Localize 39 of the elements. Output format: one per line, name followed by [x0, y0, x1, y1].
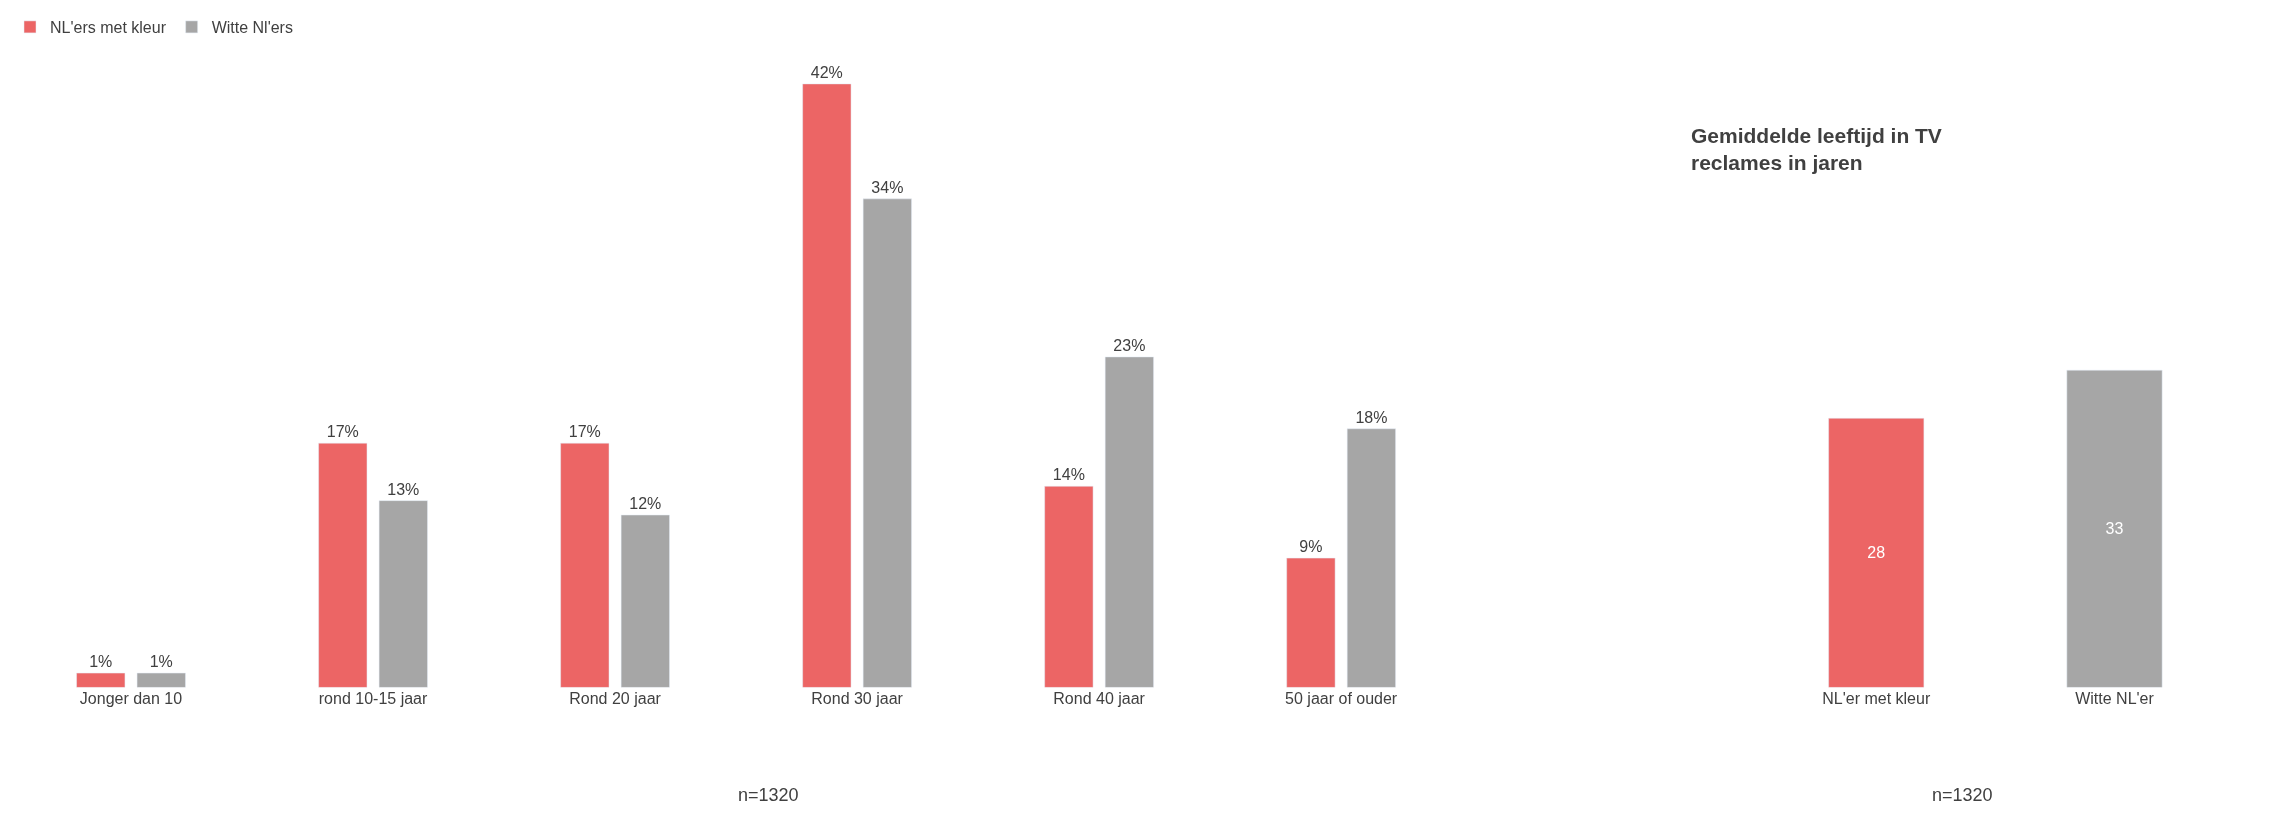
data-label: 42%: [810, 63, 843, 81]
data-label: 1%: [89, 653, 113, 671]
x-tick-label: Rond 20 jaar: [569, 690, 662, 708]
x-tick-label: Jonger dan 10: [79, 690, 183, 708]
bar: [378, 500, 428, 688]
data-label: 12%: [629, 495, 662, 513]
x-tick-label: 50 jaar of ouder: [1285, 690, 1398, 708]
x-tick-label: Rond 30 jaar: [811, 690, 904, 708]
bar: [136, 672, 186, 688]
bar: [620, 514, 670, 688]
legend-label: Witte Nl'ers: [211, 19, 293, 37]
text: n=1320: [1932, 785, 1993, 805]
bar: [802, 83, 852, 688]
x-tick-label: Rond 40 jaar: [1053, 690, 1146, 708]
text: n=1320: [738, 785, 799, 805]
data-label: 14%: [1052, 466, 1085, 484]
bar: [1346, 428, 1396, 688]
data-label: 1%: [149, 653, 173, 671]
data-label: 28: [1867, 544, 1886, 562]
data-label: 9%: [1299, 538, 1323, 556]
bar: [560, 442, 610, 688]
x-tick-label: Witte NL'er: [2075, 690, 2155, 708]
data-label: 13%: [387, 480, 420, 498]
x-tick-label: rond 10-15 jaar: [318, 690, 428, 708]
data-label: 33: [2105, 520, 2124, 538]
chart-title: Gemiddelde leeftijd in TV reclames in jaren: [1691, 124, 1942, 175]
data-label: 17%: [326, 423, 359, 441]
bar: [1286, 557, 1336, 688]
bar: [1104, 356, 1154, 688]
x-tick-label: NL'er met kleur: [1822, 690, 1931, 708]
bar: [1044, 486, 1094, 688]
data-label: 17%: [568, 423, 601, 441]
data-label: 34%: [871, 178, 904, 196]
data-label: 23%: [1113, 336, 1146, 354]
bar: [862, 198, 912, 688]
data-label: 18%: [1355, 408, 1388, 426]
bar: [76, 672, 126, 688]
legend-label: NL'ers met kleur: [50, 19, 167, 37]
bar: [318, 442, 368, 688]
